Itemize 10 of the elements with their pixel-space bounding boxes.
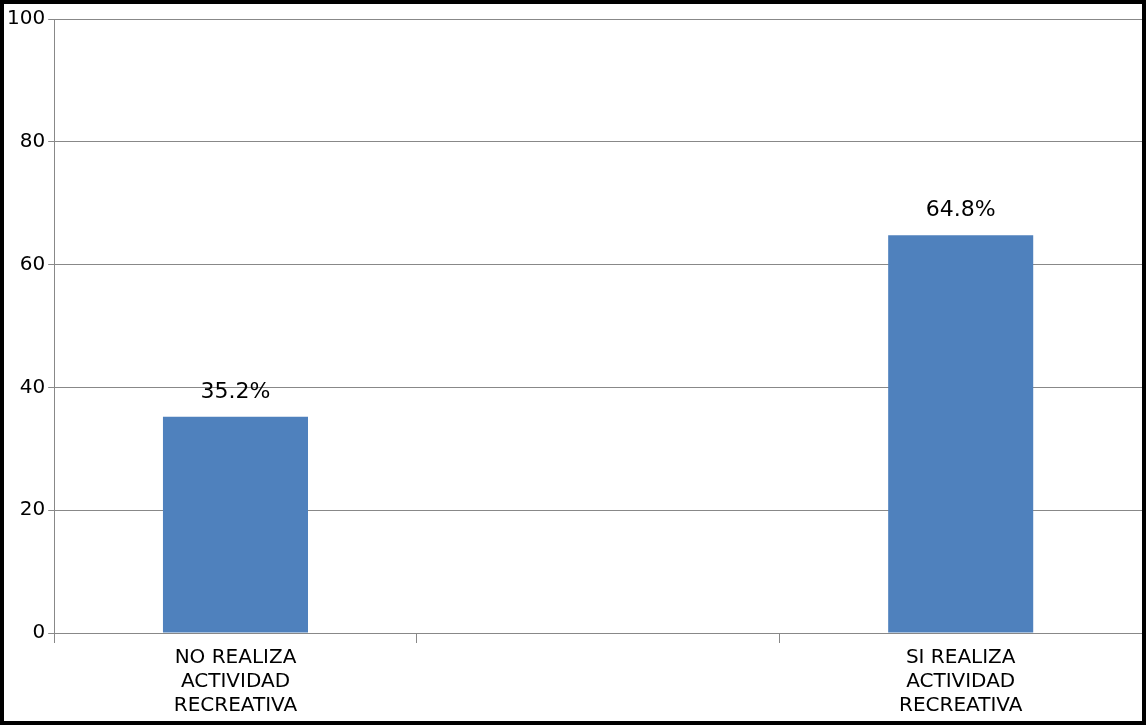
y-tick-label: 0 — [32, 619, 46, 644]
x-tick-label: SI REALIZA ACTIVIDAD RECREATIVA — [899, 644, 1023, 717]
y-tick-label: 40 — [19, 373, 46, 398]
y-tick-label: 100 — [6, 5, 46, 30]
y-tick-label: 60 — [19, 250, 46, 275]
data-label: 35.2% — [200, 377, 271, 403]
data-label: 64.8% — [925, 195, 996, 221]
y-tick-label: 20 — [19, 496, 46, 521]
x-tick-label: NO REALIZA ACTIVIDAD RECREATIVA — [173, 644, 298, 717]
y-tick-label: 80 — [19, 128, 46, 152]
